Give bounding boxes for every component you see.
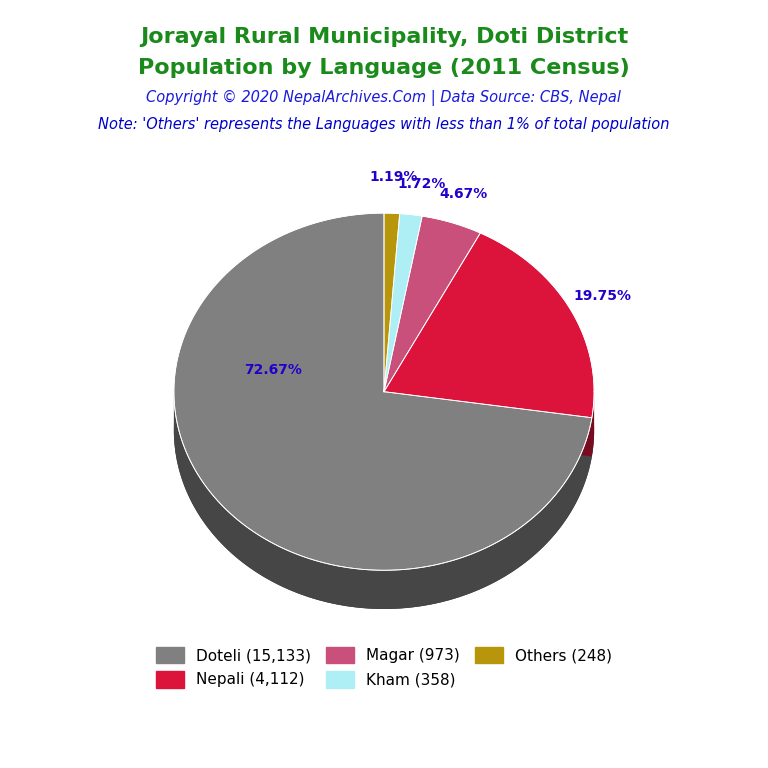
Polygon shape	[174, 392, 592, 609]
Text: 4.67%: 4.67%	[439, 187, 488, 200]
Polygon shape	[384, 392, 592, 456]
Text: 1.19%: 1.19%	[369, 170, 417, 184]
Ellipse shape	[174, 252, 594, 609]
Text: 1.72%: 1.72%	[397, 177, 445, 191]
Polygon shape	[384, 233, 594, 418]
Polygon shape	[384, 214, 422, 392]
Polygon shape	[384, 392, 592, 456]
Legend: Doteli (15,133), Nepali (4,112), Magar (973), Kham (358), Others (248): Doteli (15,133), Nepali (4,112), Magar (…	[151, 641, 617, 694]
Polygon shape	[384, 216, 480, 392]
Text: Jorayal Rural Municipality, Doti District: Jorayal Rural Municipality, Doti Distric…	[140, 27, 628, 47]
Text: Note: 'Others' represents the Languages with less than 1% of total population: Note: 'Others' represents the Languages …	[98, 117, 670, 132]
Polygon shape	[592, 392, 594, 456]
Polygon shape	[174, 213, 592, 571]
Polygon shape	[384, 213, 399, 392]
Text: Population by Language (2011 Census): Population by Language (2011 Census)	[138, 58, 630, 78]
Text: Copyright © 2020 NepalArchives.Com | Data Source: CBS, Nepal: Copyright © 2020 NepalArchives.Com | Dat…	[147, 90, 621, 106]
Text: 19.75%: 19.75%	[574, 290, 632, 303]
Text: 72.67%: 72.67%	[244, 362, 303, 376]
